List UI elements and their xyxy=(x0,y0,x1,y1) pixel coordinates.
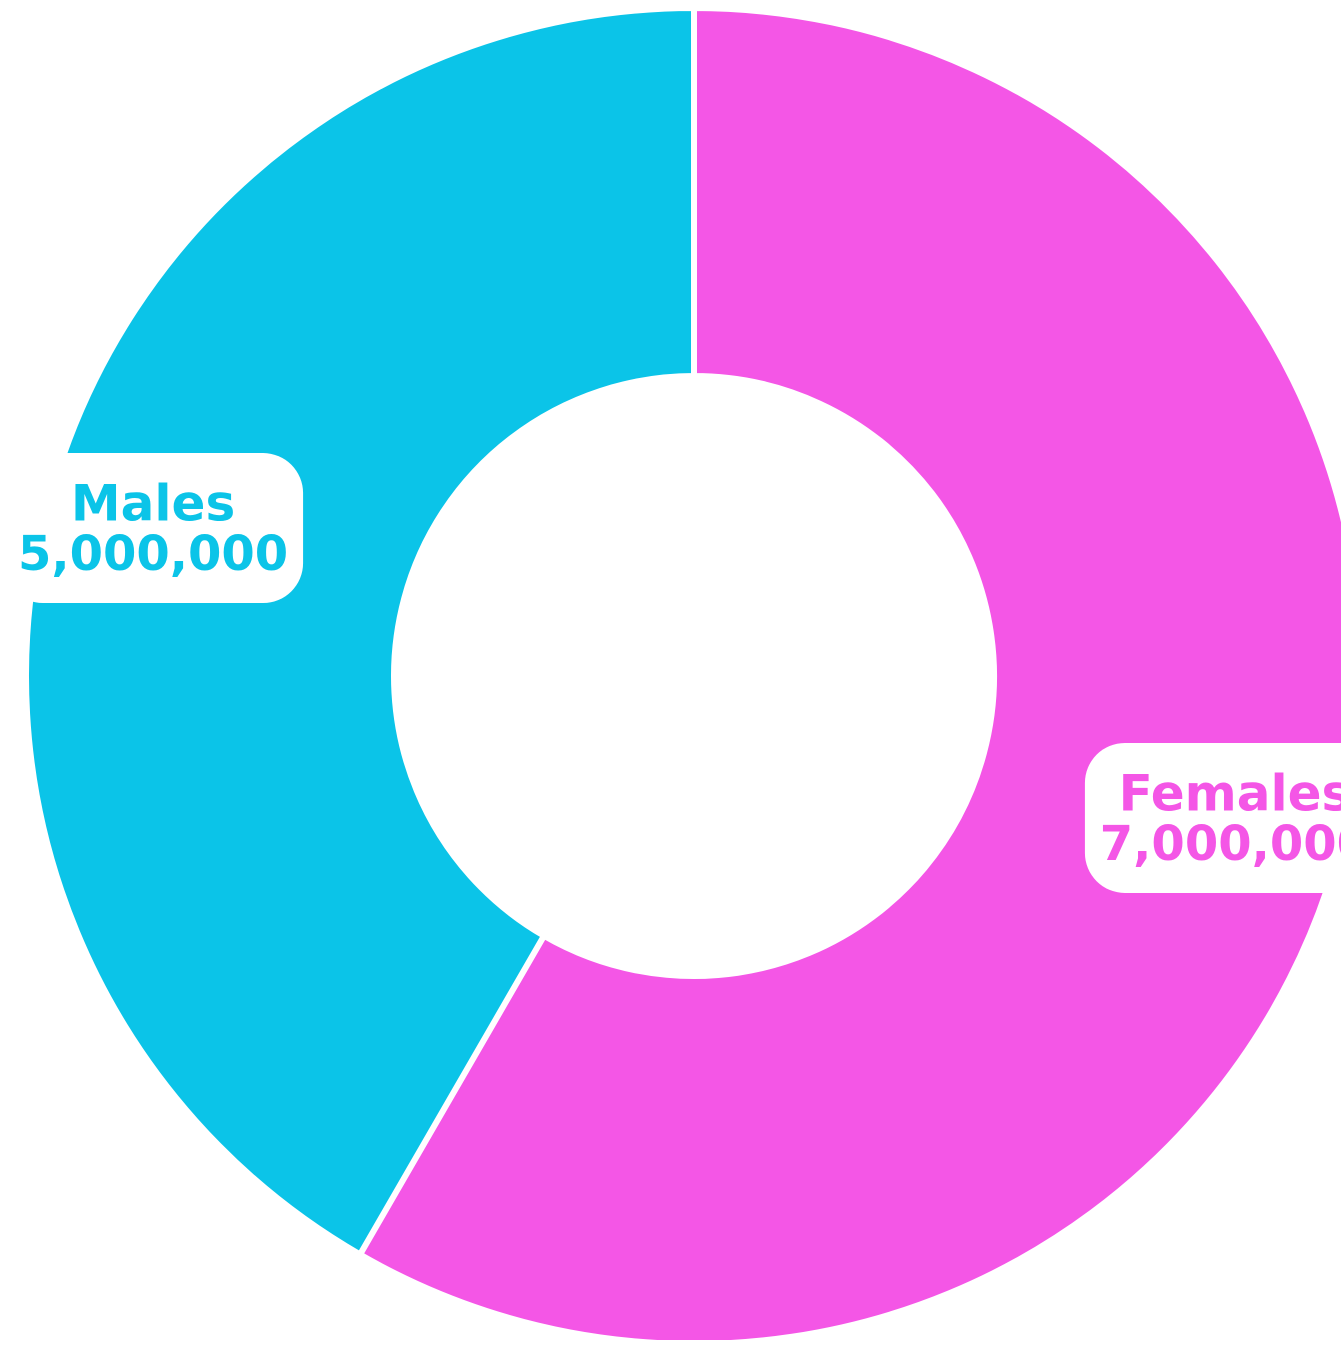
label-background xyxy=(1084,742,1341,893)
slices-layer xyxy=(23,5,1341,1345)
slice-males xyxy=(23,5,697,1258)
slice-value-label: 5,000,000 xyxy=(18,526,288,582)
slice-name-label: Females xyxy=(1119,764,1341,822)
slice-value-label: 7,000,000 xyxy=(1100,816,1341,872)
label-background xyxy=(3,453,304,604)
slice-name-label: Males xyxy=(71,475,235,533)
